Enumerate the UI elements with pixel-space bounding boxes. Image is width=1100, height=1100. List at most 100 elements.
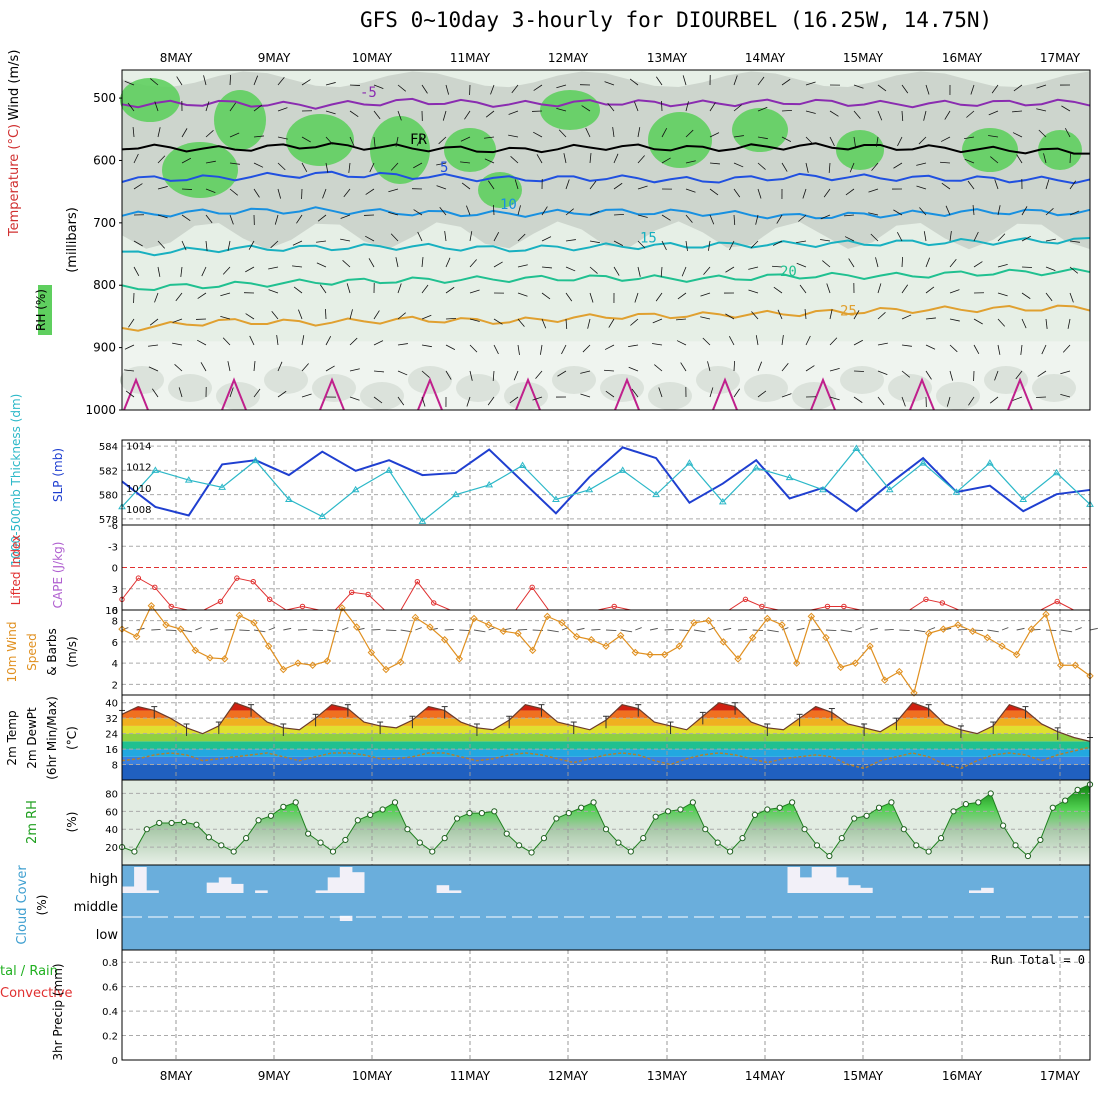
upper-wind-barb: [349, 84, 361, 86]
upper-ylabel-pressure: (millibars): [65, 207, 80, 273]
surface-heat-spike: [810, 377, 836, 411]
upper-wind-barb: [1015, 370, 1023, 380]
wind10m-marker: [279, 665, 288, 674]
temp-tick-16: 16: [105, 745, 118, 756]
wind10m-marker: [983, 633, 992, 642]
upper-wind-barb: [940, 136, 951, 142]
upper-wind-barb: [490, 84, 495, 95]
wind10m-marker: [308, 661, 317, 669]
upper-wind-barb: [1013, 84, 1023, 92]
upper-wind-barb: [1069, 152, 1072, 164]
wind10m-marker: [968, 627, 977, 635]
wind10m-barb: [209, 627, 218, 631]
upper-wind-barb: [128, 318, 135, 328]
wind10m-marker: [587, 636, 596, 644]
slp-line: [121, 446, 1091, 517]
lifted-index-marker: [414, 578, 421, 585]
slp-tick-1012: 1012: [126, 463, 151, 474]
upper-wind-barb: [365, 235, 375, 242]
upper-wind-barb: [469, 318, 480, 322]
upper-wind-barb: [277, 77, 285, 86]
upper-wind-barb: [390, 233, 399, 242]
contour-label-5: 5: [440, 160, 448, 176]
upper-tick-600: 600: [93, 153, 116, 167]
rh2m-marker: [516, 842, 523, 849]
cloud-ylabel-unit: (%): [35, 895, 49, 916]
upper-wind-barb: [517, 264, 528, 268]
upper-tick-1000: 1000: [85, 403, 116, 417]
wind10m-barb: [767, 629, 779, 633]
rh2m-marker: [739, 835, 746, 842]
upper-wind-barb: [421, 84, 428, 94]
wind10m-marker: [924, 629, 933, 638]
wind10m-barb: [957, 628, 968, 631]
precip-tick-0.8: 0.8: [102, 958, 118, 969]
upper-wind-barb: [612, 127, 615, 138]
upper-wind-barb: [445, 84, 450, 95]
rh2m-marker: [652, 813, 659, 820]
temp-band: [122, 702, 1090, 711]
upper-wind-barb: [853, 136, 856, 147]
lifted-index-marker: [759, 603, 765, 610]
upper-wind-barb: [320, 284, 327, 294]
rh2m-marker: [503, 830, 510, 837]
upper-wind-barb: [342, 259, 351, 268]
wind10m-barb: [151, 628, 161, 631]
thk-tick-580: 580: [99, 491, 118, 502]
rh2m-marker: [727, 848, 734, 855]
wind10m-speed-line: [121, 604, 1091, 695]
upper-wind-barb: [685, 214, 693, 223]
wind10m-barb: [635, 627, 642, 631]
upper-wind-barb: [925, 257, 931, 268]
upper-wind-barb: [274, 214, 279, 225]
wind10m-marker: [162, 621, 170, 629]
upper-wind-barb: [709, 162, 720, 165]
wind10m-barb: [239, 629, 250, 632]
upper-wind-barb: [781, 363, 789, 372]
upper-wind-barb: [661, 157, 671, 164]
upper-wind-barb: [421, 370, 430, 378]
contour-label-20: 20: [780, 264, 797, 280]
upper-wind-barb: [133, 240, 143, 247]
upper-ylabel-rh: RH (%): [34, 289, 48, 331]
upper-wind-barb: [205, 240, 208, 251]
upper-wind-barb: [181, 188, 193, 190]
wind10m-marker: [1056, 661, 1065, 669]
thickness-marker: [1019, 495, 1028, 502]
upper-wind-barb: [325, 365, 335, 372]
thickness-marker: [819, 485, 827, 493]
upper-wind-barb: [972, 205, 975, 216]
wind10m-barb: [297, 628, 308, 631]
upper-wind-barb: [532, 396, 543, 401]
day-label-top-16MAY: 16MAY: [942, 51, 983, 65]
upper-wind-barb: [603, 369, 615, 372]
day-label-bottom-14MAY: 14MAY: [745, 1069, 786, 1083]
wind10m-marker: [176, 625, 185, 633]
upper-wind-barb: [631, 388, 639, 398]
upper-wind-barb: [589, 240, 600, 244]
upper-wind-barb: [685, 188, 696, 193]
upper-wind-barb: [508, 110, 519, 115]
rh2m-marker: [143, 826, 150, 833]
upper-wind-barb: [535, 370, 543, 379]
wind10m-barb: [928, 627, 936, 631]
upper-wind-barb: [292, 265, 303, 268]
precip-tick-0: 0: [112, 1056, 118, 1067]
upper-wind-barb: [757, 136, 768, 140]
rh2m-marker: [1062, 797, 1069, 804]
temp-contour-15: [121, 237, 1091, 257]
lifted-index-marker: [529, 584, 535, 591]
rh2m-marker: [466, 810, 473, 817]
upper-wind-barb: [253, 162, 264, 168]
upper-wind-barb: [580, 370, 591, 374]
upper-wind-barb: [509, 396, 519, 404]
wind10m-barb: [224, 628, 234, 631]
upper-wind-barb: [941, 182, 951, 190]
upper-wind-barb: [589, 292, 594, 303]
temp-band: [122, 741, 1090, 750]
wind-ylabel-a: 10m Wind: [5, 622, 19, 683]
upper-wind-barb: [421, 314, 432, 320]
rh2m-marker: [391, 799, 399, 806]
lifted-index-marker: [611, 603, 617, 610]
